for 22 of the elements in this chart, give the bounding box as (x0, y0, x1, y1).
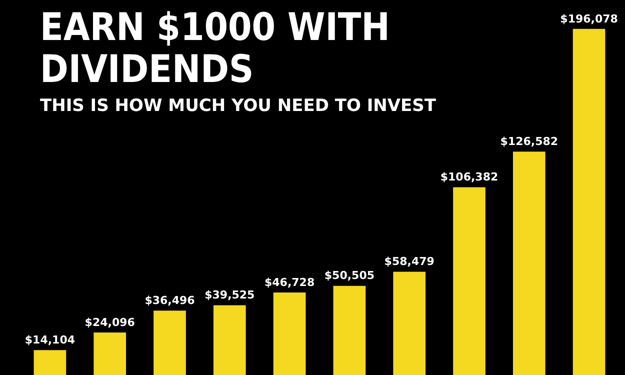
data-label: $196,078 (560, 12, 618, 26)
bar (572, 28, 606, 375)
data-label: $50,505 (324, 269, 375, 282)
bar (273, 292, 306, 375)
bar (333, 286, 366, 375)
data-label: $24,096 (84, 316, 136, 329)
bar (154, 310, 186, 375)
data-label: $46,728 (264, 276, 315, 289)
data-label: $39,525 (204, 288, 255, 302)
data-label: $126,582 (500, 134, 558, 148)
text: THIS IS HOW MUCH YOU NEED TO INVEST (40, 96, 437, 116)
bar (453, 187, 486, 375)
data-label: $106,382 (440, 170, 498, 184)
bar (512, 152, 546, 375)
bar (213, 305, 246, 375)
data-label: $14,104 (24, 333, 76, 346)
bar (94, 332, 126, 375)
data-label: $36,496 (144, 294, 196, 307)
bar (34, 350, 66, 375)
data-label: $58,479 (384, 255, 434, 268)
bar (393, 272, 426, 375)
chart-title: EARN $1000 WITH DIVIDENDS (40, 5, 391, 91)
